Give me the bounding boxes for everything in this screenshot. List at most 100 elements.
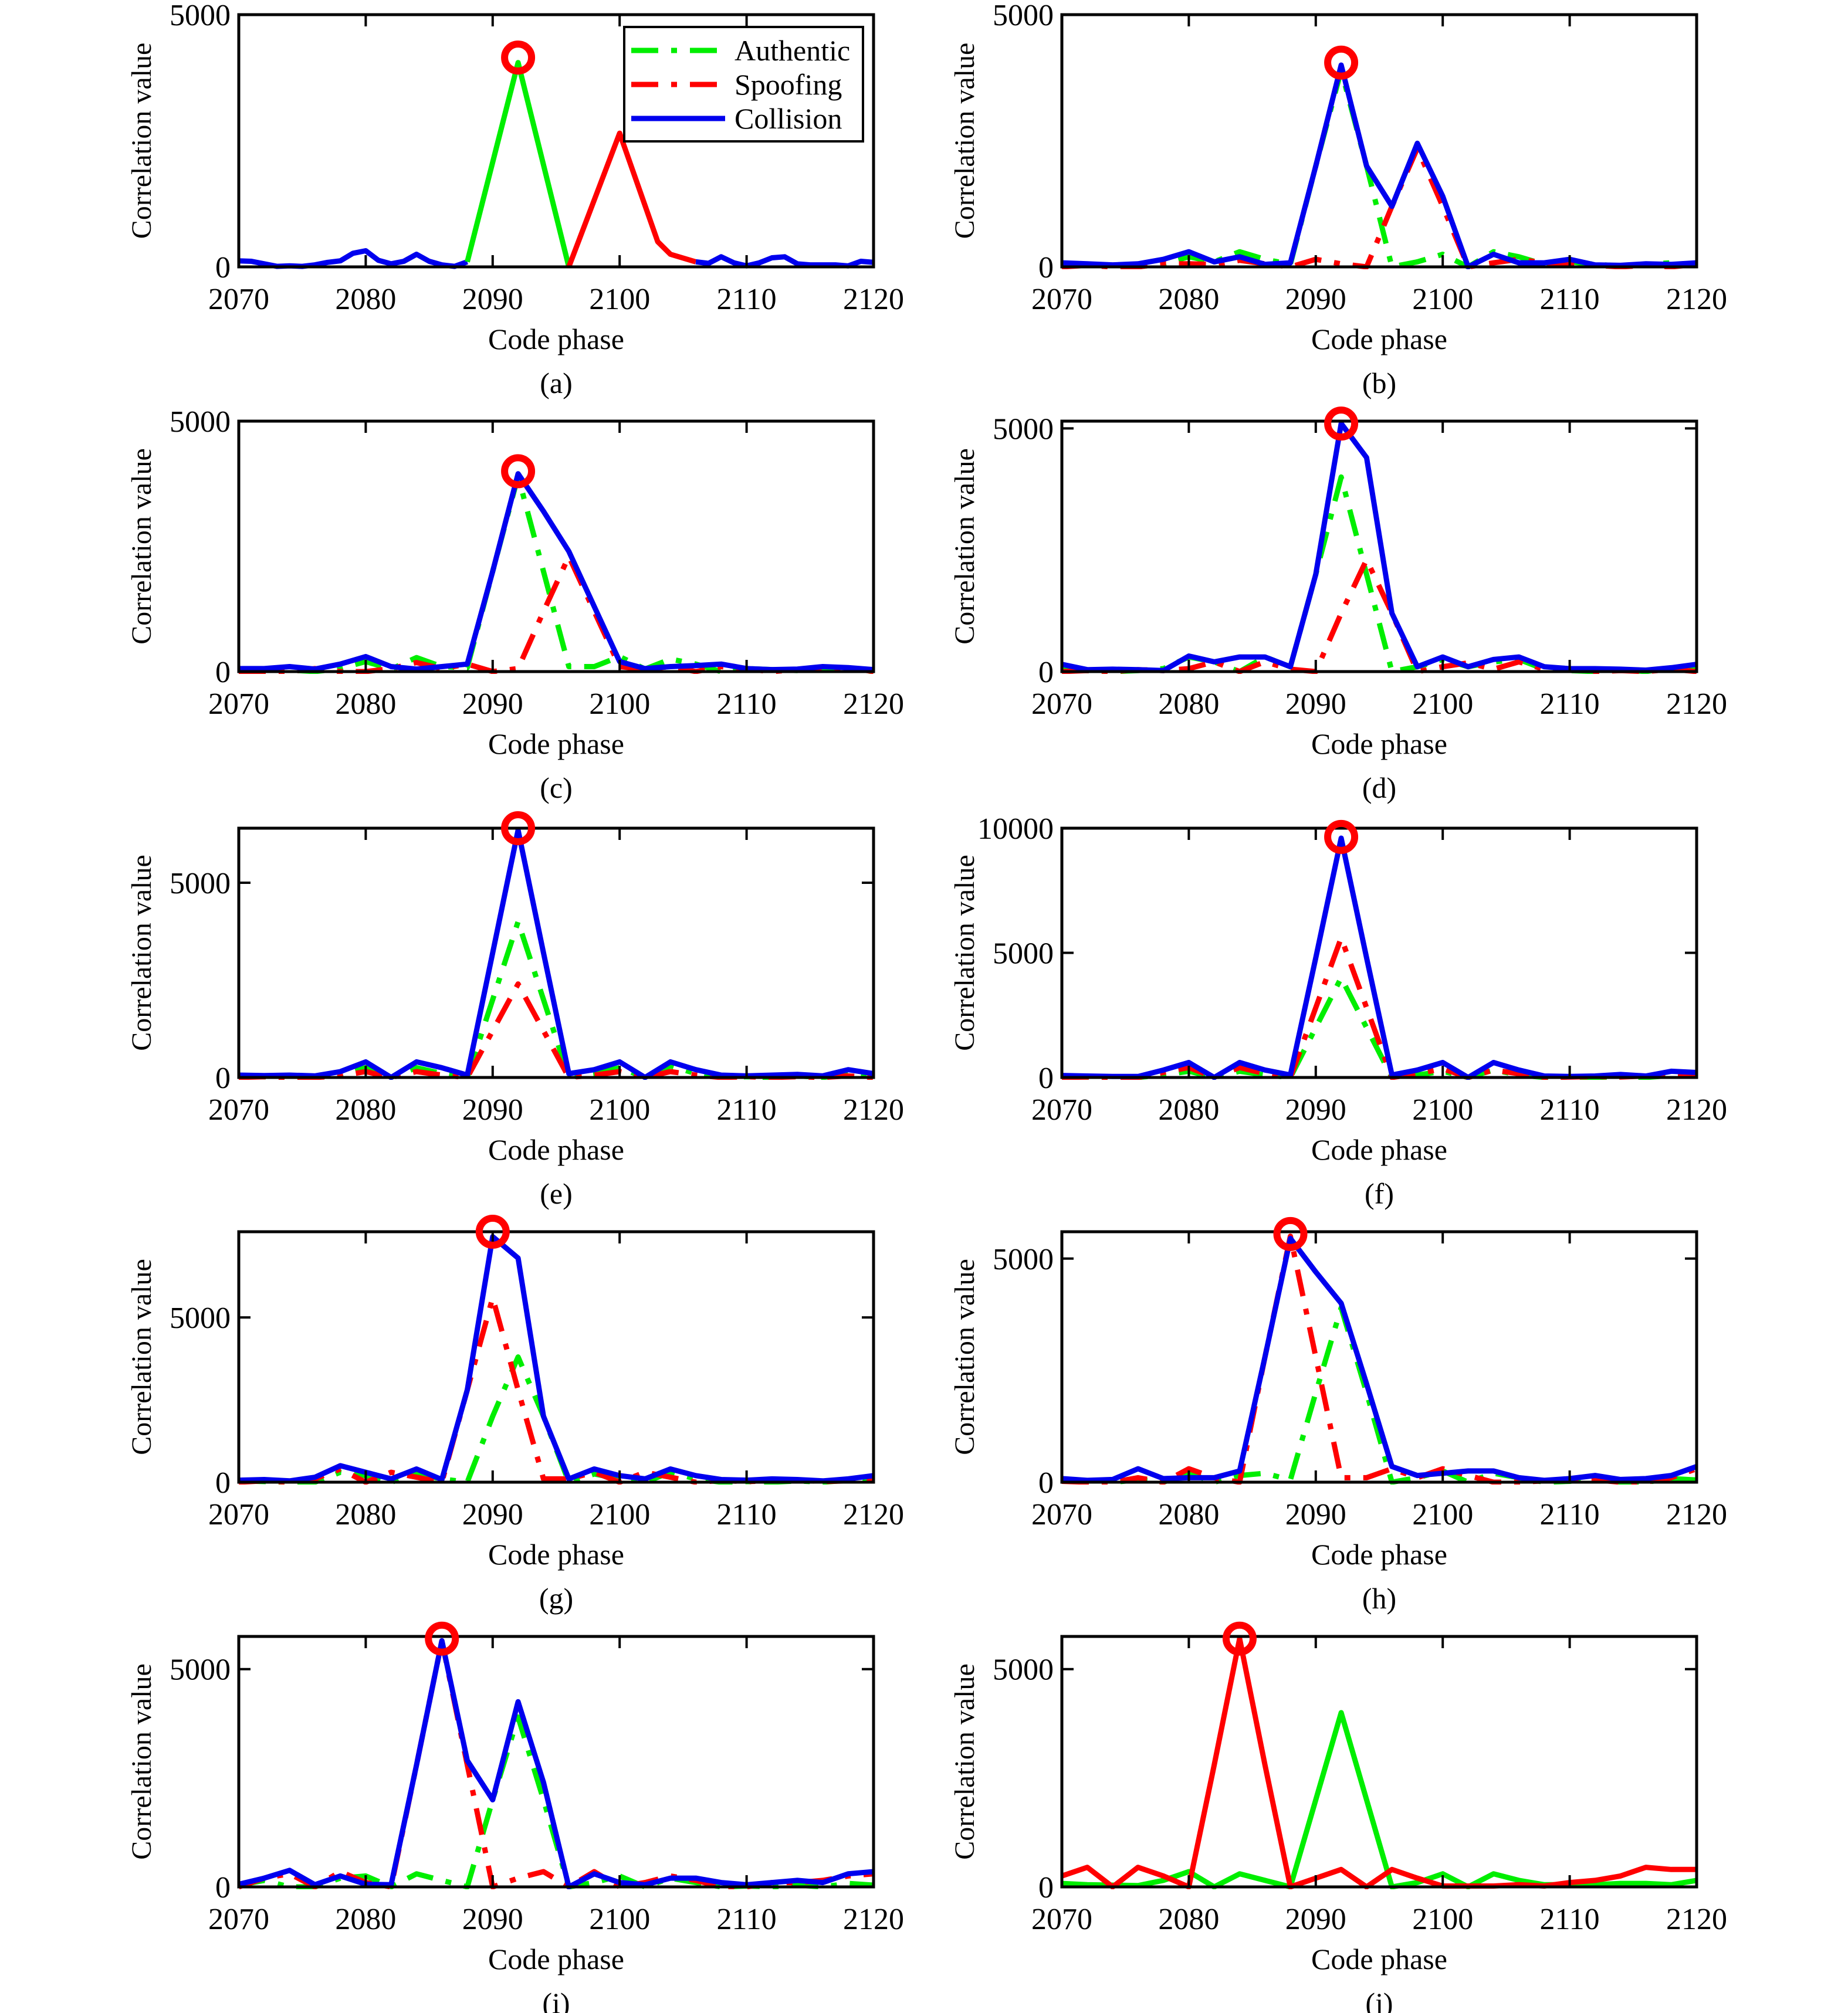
data-point-spoofing — [1645, 1867, 1646, 1868]
data-point-collision — [1163, 259, 1164, 260]
data-point-collision — [568, 1478, 570, 1479]
x-tick-label: 2090 — [1285, 1498, 1346, 1531]
data-point-authentic — [1315, 1800, 1316, 1801]
data-point-spoofing — [1163, 263, 1164, 265]
x-tick-label: 2100 — [589, 687, 650, 721]
data-point-collision — [720, 256, 722, 257]
data-point-authentic — [1264, 1473, 1265, 1474]
data-point-collision — [1493, 1470, 1494, 1472]
peak-marker — [425, 1621, 459, 1656]
data-point-authentic — [594, 1473, 595, 1475]
series-line-collision — [239, 827, 874, 1080]
data-point-authentic — [517, 1357, 519, 1358]
data-point-collision — [1239, 1470, 1240, 1472]
y-tick-label: 0 — [1038, 1466, 1054, 1500]
x-axis-label: Code phase — [1311, 1133, 1447, 1166]
x-tick-label: 2090 — [1285, 687, 1346, 721]
data-point-authentic — [670, 1065, 671, 1066]
series-line-spoofing — [239, 554, 874, 674]
series-line-spoofing — [1062, 145, 1697, 269]
data-point-collision — [441, 666, 442, 667]
x-tick-label: 2100 — [589, 1498, 650, 1531]
data-point-collision — [1163, 1478, 1164, 1479]
x-tick-label: 2090 — [1285, 283, 1346, 316]
y-tick-label: 0 — [1038, 1062, 1054, 1095]
data-point-spoofing — [441, 1075, 442, 1076]
series-line-authentic — [239, 1354, 874, 1485]
peak-marker — [475, 1215, 510, 1249]
data-point-collision — [1417, 666, 1418, 667]
data-point-authentic — [1239, 1070, 1240, 1072]
data-point-collision — [1341, 423, 1342, 424]
data-point-spoofing — [1341, 1477, 1342, 1478]
data-point-collision — [441, 265, 442, 266]
y-axis-label: Correlation value — [949, 1663, 980, 1860]
x-axis-label: Code phase — [1311, 727, 1447, 760]
data-point-collision — [733, 262, 735, 263]
data-point-spoofing — [594, 1075, 595, 1076]
data-point-collision — [1493, 659, 1494, 660]
data-point-authentic — [416, 657, 417, 658]
data-point-authentic — [1239, 1873, 1240, 1875]
data-point-collision — [1468, 666, 1469, 667]
series-group — [1062, 1636, 1697, 1889]
data-point-collision — [594, 1069, 595, 1070]
data-point-spoofing — [543, 1478, 544, 1479]
x-tick-label: 2070 — [208, 687, 269, 721]
y-axis-label: Correlation value — [126, 43, 157, 239]
x-tick-label: 2120 — [1666, 1903, 1727, 1936]
x-axis-label: Code phase — [488, 1943, 624, 1975]
data-point-collision — [695, 1475, 696, 1476]
panel-a: 2070 2080 2090 2100 2110 2120 0 5000 Code phase C… — [126, 0, 904, 399]
data-point-authentic — [594, 1882, 595, 1883]
data-point-collision — [263, 1878, 265, 1879]
x-tick-label: 2090 — [462, 1093, 523, 1127]
panel-caption: (j) — [1365, 1987, 1393, 2013]
x-tick-label: 2110 — [1540, 1093, 1600, 1127]
x-tick-label: 2110 — [717, 1903, 777, 1936]
data-point-collision — [1671, 1475, 1672, 1476]
data-point-spoofing — [670, 1477, 671, 1478]
data-point-spoofing — [1264, 1764, 1265, 1765]
y-tick-label: 0 — [1038, 656, 1054, 689]
data-point-collision — [391, 263, 392, 265]
series-line-authentic — [1062, 474, 1697, 674]
y-tick-label: 5000 — [170, 1653, 231, 1687]
data-point-spoofing — [1138, 1867, 1139, 1868]
data-point-collision — [1112, 669, 1113, 670]
panel-caption: (b) — [1362, 367, 1396, 399]
data-point-spoofing — [1493, 262, 1494, 263]
y-axis-label: Correlation value — [949, 43, 980, 239]
x-tick-label: 2120 — [843, 1903, 904, 1936]
data-point-collision — [797, 1074, 798, 1075]
data-point-collision — [695, 1878, 696, 1879]
data-point-collision — [441, 1640, 442, 1641]
data-point-collision — [314, 1884, 316, 1885]
data-point-collision — [429, 261, 430, 262]
series-line-collision — [1062, 421, 1697, 673]
x-tick-label: 2070 — [208, 283, 269, 316]
data-point-collision — [1645, 1478, 1646, 1479]
data-point-collision — [619, 1061, 620, 1062]
series-line-spoofing — [239, 1294, 874, 1485]
series-line-spoofing — [1062, 557, 1697, 674]
y-tick-label: 5000 — [993, 1243, 1054, 1276]
x-tick-label: 2080 — [1158, 1498, 1219, 1531]
data-point-authentic — [1341, 476, 1342, 477]
y-axis-label: Correlation value — [949, 1259, 980, 1455]
axes-box — [237, 826, 875, 1079]
data-point-collision — [771, 669, 773, 670]
x-tick-label: 2110 — [1540, 1498, 1600, 1531]
data-point-collision — [1315, 574, 1316, 575]
series-group — [239, 1638, 874, 1889]
data-point-collision — [1264, 1357, 1265, 1358]
data-point-collision — [1138, 1468, 1139, 1469]
data-point-collision — [1518, 262, 1519, 263]
panel-f: 2070 2080 2090 2100 2110 2120 0 5000 10000 Code p… — [949, 812, 1727, 1210]
data-point-authentic — [1417, 1075, 1418, 1076]
y-axis-label: Correlation value — [949, 855, 980, 1051]
series-group — [1062, 421, 1697, 674]
data-point-spoofing — [1493, 669, 1494, 670]
data-point-collision — [1315, 1272, 1316, 1273]
